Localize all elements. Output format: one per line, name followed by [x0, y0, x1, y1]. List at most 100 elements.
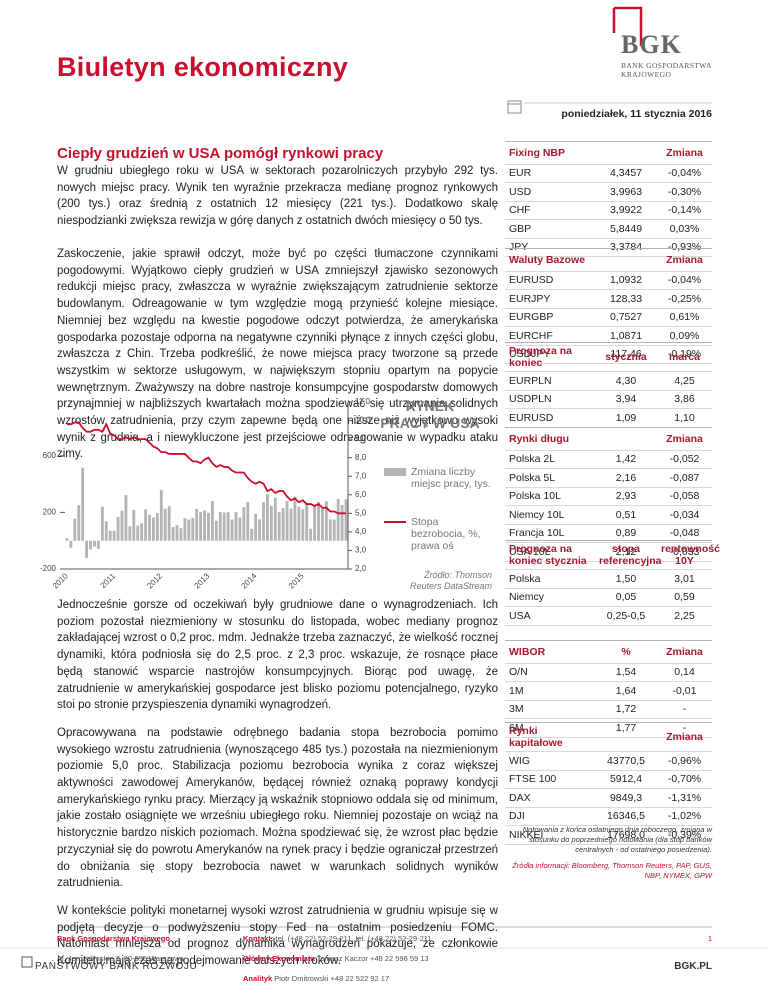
table-cell: 2,16 — [615, 471, 637, 484]
y2-tick-label: 5,0 — [355, 508, 367, 517]
bar — [313, 505, 317, 541]
bar — [293, 496, 297, 541]
table-row: EURPLN 4,30 4,25 — [505, 372, 712, 391]
table-row: 3M 1,72 - — [505, 701, 712, 719]
table-row: USDJPY 117,46 -0,19% — [505, 346, 712, 364]
table-cell: 1,72 — [615, 703, 637, 716]
y2-tick-label: 3,0 — [355, 546, 367, 555]
contact: Główny Ekonomista Tomasz Kaczor +48 22 5… — [243, 954, 429, 963]
bar — [269, 505, 273, 541]
bar — [309, 528, 313, 541]
table-row: USD 3,9963 -0,30% — [505, 183, 712, 202]
header-cell: Prognoza na koniec — [509, 345, 573, 369]
paragraph: Zaskoczenie, jakie sprawił odczyt, może … — [57, 248, 498, 461]
bar — [226, 512, 230, 541]
table-row: Polska 10L 2,93 -0,058 — [505, 488, 712, 506]
table-cell: -0,058 — [669, 490, 700, 503]
table-header: Rynki długu Zmiana — [505, 427, 712, 451]
bar — [238, 517, 242, 541]
y-tick-label: -200 — [40, 564, 57, 573]
table-cell: 1,64 — [615, 684, 637, 697]
bar — [108, 530, 112, 541]
header-cell: Waluty Bazowe — [509, 253, 586, 266]
bar — [214, 520, 218, 541]
table-row: Francja 10L 0,89 -0,048 — [505, 525, 712, 543]
table-row: DJI 16346,5 -1,02% — [505, 808, 712, 826]
table-cell: FTSE 100 — [509, 773, 557, 786]
table-cell: 3,01 — [674, 572, 695, 585]
market-table: Prognoza na koniec stycznia marca EURPLN 4,3… — [505, 342, 712, 428]
bar — [191, 517, 195, 541]
table-cell: 4,30 — [615, 374, 637, 387]
table-row: Polska 1,50 3,01 — [505, 570, 712, 589]
tagline: PAŃSTWOWY BANK ROZWOJU — [35, 961, 198, 972]
bar — [163, 508, 167, 541]
chart: -200 200 600 2,0 3,0 4,0 5,0 6,0 7,0 8,0 9,0 10,0 11… — [40, 397, 406, 590]
header-cell: Zmiana — [666, 253, 703, 266]
footer-address: Al. Jerozolimskie 7, 00-955 Warszawa — [57, 954, 184, 963]
bar — [210, 501, 214, 541]
header-cell: Rynki kapitałowe — [509, 725, 563, 749]
tagline-icon — [21, 956, 33, 968]
table-cell: WIG — [509, 754, 530, 767]
table-cell: EURUSD — [509, 274, 554, 287]
bar — [199, 511, 203, 541]
table-cell: EURCHF — [509, 329, 553, 342]
logo-mark — [612, 6, 643, 46]
contact-label: Analityk — [243, 974, 273, 983]
bar — [262, 502, 265, 541]
x-tick-label: 2012 — [145, 571, 164, 590]
table-cell: 43770,5 — [607, 754, 645, 767]
table-cell: O/N — [509, 666, 528, 679]
table-header: Fixing NBP Zmiana — [505, 141, 712, 165]
table-cell: 3,94 — [615, 393, 637, 406]
bar — [128, 526, 132, 541]
bar — [266, 494, 269, 541]
x-tick-label: 2015 — [287, 571, 306, 590]
bar — [187, 519, 191, 541]
table-cell: -0,96% — [667, 754, 702, 767]
paragraph: Jednocześnie gorsze od oczekiwań były gr… — [57, 599, 498, 712]
table-cell: 0,59 — [674, 591, 695, 604]
table-row: Niemcy 10L 0,51 -0,034 — [505, 506, 712, 525]
note: Źródła informacji: Bloomberg, Thomson Re… — [512, 861, 712, 880]
table-cell: 16346,5 — [607, 810, 645, 823]
bar — [69, 540, 73, 548]
paragraph: W grudniu ubiegłego roku w USA w sektora… — [57, 165, 498, 228]
table-row: EURGBP 0,7527 0,61% — [505, 309, 712, 327]
table-cell: 1,09 — [615, 411, 637, 424]
table-cell: -0,39% — [667, 828, 702, 841]
table-cell: -0,01 — [672, 684, 697, 697]
table-cell: 0,03% — [669, 222, 700, 235]
table-cell: GBP — [509, 222, 532, 235]
line — [66, 421, 347, 515]
header-cell: marca — [669, 351, 700, 363]
table-cell: -0,087 — [669, 471, 700, 484]
paragraph: W kontekście polityki monetarnej wysoki … — [57, 904, 498, 968]
table-cell: 4,25 — [674, 374, 695, 387]
bar — [195, 508, 199, 541]
table-cell: EUR — [509, 167, 532, 180]
table-cell: 1,0871 — [609, 329, 643, 342]
bar — [148, 514, 151, 541]
table-cell: 0,61% — [669, 311, 700, 324]
header-cell: WIBOR — [509, 645, 546, 658]
header-cell: stycznia — [605, 351, 647, 363]
bar — [324, 501, 328, 541]
table-row: EURUSD 1,0932 -0,04% — [505, 272, 712, 290]
header-cell: stopa referencyjna — [599, 543, 662, 567]
bar — [242, 507, 246, 541]
bar — [93, 540, 96, 547]
bar — [81, 467, 85, 541]
market-table: Rynki kapitałowe Zmiana WIG 43770,5 -0,96% FT… — [505, 722, 712, 845]
market-table: Waluty Bazowe Zmiana EURUSD 1,0932 -0,04% EUR… — [505, 248, 712, 364]
table-cell: 17698,0 — [607, 828, 645, 841]
y2-tick-label: 2,0 — [355, 564, 367, 573]
date: poniedziałek, 11 stycznia 2016 — [561, 108, 712, 120]
bar — [273, 497, 277, 541]
bar — [277, 512, 281, 541]
bar — [120, 510, 124, 541]
bar — [297, 506, 301, 541]
table-row: FTSE 100 5912,4 -0,70% — [505, 771, 712, 789]
